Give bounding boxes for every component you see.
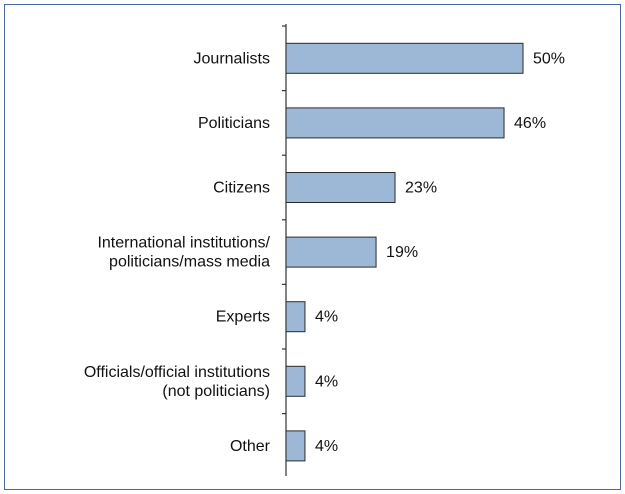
bar xyxy=(285,172,396,203)
category-label-line: Citizens xyxy=(213,180,270,197)
category-label-line: Other xyxy=(230,438,271,455)
category-label-line: politicians/mass media xyxy=(109,254,270,271)
category-label-line: Officials/official institutions xyxy=(84,364,270,381)
category-label: Experts xyxy=(216,309,270,326)
value-label: 4% xyxy=(315,373,338,390)
category-label-line: (not politicians) xyxy=(162,383,270,400)
category-label: Citizens xyxy=(213,180,270,197)
category-label: Other xyxy=(230,438,271,455)
bar xyxy=(285,236,377,268)
category-label-line: Politicians xyxy=(198,115,270,132)
category-label: Politicians xyxy=(198,115,270,132)
value-label: 23% xyxy=(405,180,437,197)
category-label: Journalists xyxy=(194,50,270,67)
value-label: 4% xyxy=(315,309,338,326)
bar xyxy=(285,301,306,333)
category-label-line: International institutions/ xyxy=(97,235,270,252)
value-label: 19% xyxy=(386,244,418,261)
value-label: 50% xyxy=(533,50,565,67)
bar xyxy=(285,430,306,462)
bar xyxy=(285,107,505,139)
value-label: 46% xyxy=(514,115,546,132)
category-label-line: Journalists xyxy=(194,50,270,67)
category-label-line: Experts xyxy=(216,309,270,326)
value-label: 4% xyxy=(315,438,338,455)
bar xyxy=(285,365,306,397)
bar xyxy=(285,42,524,74)
category-label: Officials/official institutions (not poli… xyxy=(84,364,270,400)
category-label: International institutions/politicians/m… xyxy=(97,235,270,271)
